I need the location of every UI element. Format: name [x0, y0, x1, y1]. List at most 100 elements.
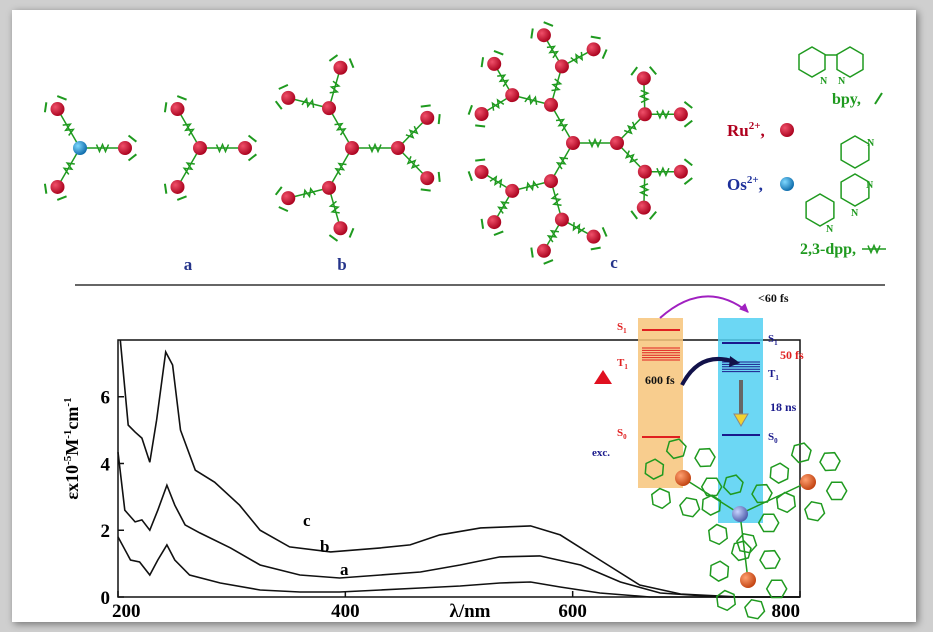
bpy-ligand — [421, 189, 431, 190]
legend-symbol: Ru — [727, 121, 749, 140]
legend-symbol: Os — [727, 175, 747, 194]
ru-center — [51, 180, 65, 194]
y-tick-label: 4 — [101, 454, 111, 475]
ru-center — [51, 102, 65, 116]
y-tick-label: 6 — [101, 388, 111, 409]
ru-center — [638, 165, 652, 179]
metal-center — [740, 572, 756, 588]
metal-center — [800, 474, 816, 490]
atom: N — [866, 180, 874, 191]
ru-center — [610, 136, 624, 150]
ru-center — [238, 141, 252, 155]
legend-sep: , — [759, 175, 763, 194]
ru-center — [587, 230, 601, 244]
ru-center — [637, 201, 651, 215]
atom: N — [826, 224, 834, 235]
metal-center — [732, 506, 748, 522]
bpy-ligand — [421, 105, 431, 106]
atom: N — [851, 208, 859, 219]
ru-center — [171, 102, 185, 116]
legend-os-marker — [780, 177, 794, 191]
curve-label: c — [303, 511, 311, 530]
exc-label: exc. — [592, 447, 610, 459]
bpy-ligand — [475, 125, 485, 126]
ru-center — [555, 213, 569, 227]
figure: abcRu2+,Os2+,NNbpy,NNNN2,3-dpp, 02462004… — [0, 0, 933, 632]
y-tick-label: 0 — [101, 588, 111, 609]
ru-center — [420, 111, 434, 125]
y-label-part: εx10 — [62, 465, 82, 500]
ru-center — [544, 98, 558, 112]
ru-center — [587, 42, 601, 56]
ru-center — [420, 171, 434, 185]
ru-center — [674, 107, 688, 121]
x-tick-label: 800 — [772, 601, 801, 622]
dpp-label: 2,3-dpp, — [800, 241, 856, 258]
ru-center — [333, 61, 347, 75]
state-index: 0 — [774, 437, 778, 445]
y-axis-label: εx10-5M-1cm-1 — [62, 397, 82, 499]
atom: N — [820, 76, 828, 87]
curve-label: b — [320, 537, 329, 556]
atom: N — [867, 138, 875, 149]
ru-center — [281, 191, 295, 205]
state-index: 0 — [623, 433, 627, 441]
ru-center — [487, 215, 501, 229]
ru-center — [475, 165, 489, 179]
ru-center — [505, 88, 519, 102]
y-label-sup: -1 — [62, 430, 74, 439]
ru-center — [505, 184, 519, 198]
ru-center — [391, 141, 405, 155]
y-label-part: M — [62, 439, 82, 456]
state-index: 1 — [623, 327, 627, 335]
ru-center — [281, 91, 295, 105]
legend-charge: 2+ — [747, 174, 759, 186]
y-tick-label: 2 — [101, 521, 111, 542]
ru-center — [322, 101, 336, 115]
state-index: 1 — [624, 363, 628, 371]
bpy-ligand — [475, 159, 485, 160]
y-label-part: cm — [62, 407, 82, 430]
x-tick-label: 200 — [112, 601, 141, 622]
bpy-ligand — [439, 172, 440, 182]
ru-center — [171, 180, 185, 194]
ru-center — [345, 141, 359, 155]
os-center — [73, 141, 87, 155]
time-label: 18 ns — [770, 400, 797, 414]
structure-label: a — [184, 255, 193, 274]
ru-center — [674, 165, 688, 179]
x-axis-label: λ/nm — [449, 601, 490, 622]
time-label: 50 fs — [780, 348, 804, 362]
x-tick-label: 400 — [331, 601, 360, 622]
legend-ru-marker — [780, 123, 794, 137]
state-index: 1 — [775, 374, 779, 382]
legend-sep: , — [761, 121, 765, 140]
bpy-label: bpy, — [832, 91, 861, 108]
ru-center — [118, 141, 132, 155]
structure-label: c — [610, 253, 618, 272]
ru-center — [638, 107, 652, 121]
ru-center — [487, 57, 501, 71]
ru-center — [333, 221, 347, 235]
ru-center — [544, 174, 558, 188]
ru-center — [566, 136, 580, 150]
structure-label: b — [337, 255, 346, 274]
bpy-ligand — [439, 114, 440, 124]
ru-center — [475, 107, 489, 121]
ru-center — [193, 141, 207, 155]
y-label-sup: -1 — [62, 397, 74, 406]
ru-center — [322, 181, 336, 195]
atom: N — [838, 76, 846, 87]
legend-charge: 2+ — [749, 120, 761, 132]
ru-center — [537, 244, 551, 258]
ru-center — [555, 59, 569, 73]
state-index: 1 — [774, 339, 778, 347]
curve-label: a — [340, 560, 349, 579]
ru-center — [537, 28, 551, 42]
metal-center — [675, 470, 691, 486]
time-label: 600 fs — [645, 373, 675, 387]
x-tick-label: 600 — [558, 601, 587, 622]
time-label: <60 fs — [758, 291, 789, 305]
ru-center — [637, 71, 651, 85]
page: abcRu2+,Os2+,NNbpy,NNNN2,3-dpp, 02462004… — [0, 0, 933, 632]
